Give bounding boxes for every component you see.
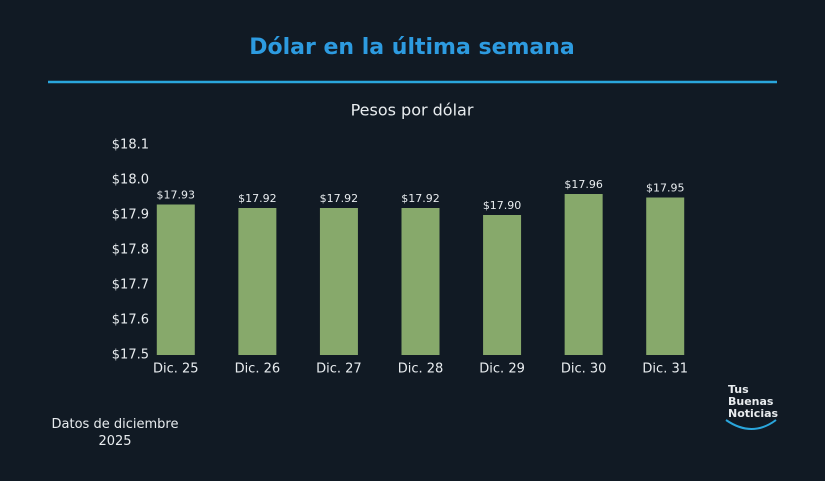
bar xyxy=(564,194,603,355)
y-tick-label: $17.5 xyxy=(112,348,149,363)
value-label: $17.92 xyxy=(401,192,440,205)
y-tick-label: $17.6 xyxy=(112,313,149,328)
x-tick-label: Dic. 30 xyxy=(561,362,607,377)
y-tick-label: $17.9 xyxy=(112,208,149,223)
footnote: Datos de diciembre 2025 xyxy=(51,417,179,449)
bar xyxy=(156,204,195,355)
logo-arc xyxy=(725,419,777,430)
bar xyxy=(238,208,277,355)
chart-title: Dólar en la última semana xyxy=(249,35,575,60)
bar xyxy=(319,208,358,355)
chart-subtitle: Pesos por dólar xyxy=(351,101,474,120)
x-tick-label: Dic. 26 xyxy=(235,362,281,377)
y-tick-label: $17.7 xyxy=(112,278,149,293)
bar xyxy=(646,197,685,355)
y-tick-label: $17.8 xyxy=(112,243,149,258)
value-label: $17.95 xyxy=(646,182,685,195)
y-tick-label: $18.0 xyxy=(112,173,149,188)
y-tick-label: $18.1 xyxy=(112,138,149,153)
x-tick-label: Dic. 28 xyxy=(398,362,444,377)
x-tick-label: Dic. 25 xyxy=(153,362,199,377)
x-tick-label: Dic. 31 xyxy=(642,362,688,377)
value-label: $17.96 xyxy=(564,178,603,191)
bar xyxy=(483,215,522,355)
x-tick-label: Dic. 29 xyxy=(479,362,525,377)
logo: Tus Buenas Noticias xyxy=(728,383,779,420)
value-label: $17.92 xyxy=(238,192,277,205)
value-label: $17.90 xyxy=(483,199,522,212)
x-tick-label: Dic. 27 xyxy=(316,362,362,377)
value-label: $17.92 xyxy=(320,192,359,205)
value-label: $17.93 xyxy=(157,189,196,202)
bar xyxy=(401,208,440,355)
